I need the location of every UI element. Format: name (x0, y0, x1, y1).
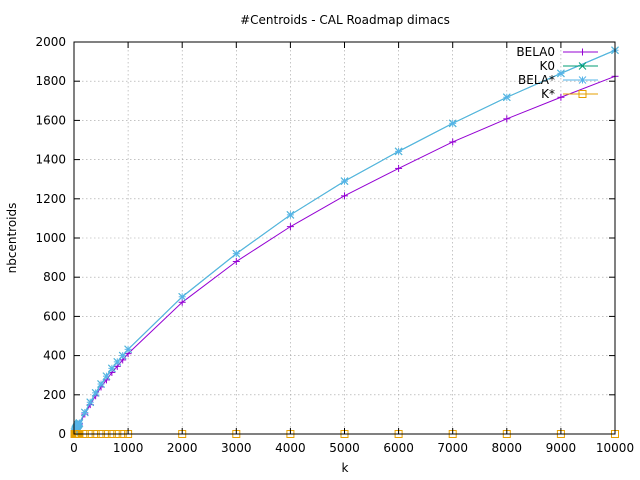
x-tick-label: 5000 (329, 441, 360, 455)
data-point (286, 223, 294, 231)
data-point (124, 345, 132, 354)
data-point (80, 408, 89, 417)
data-point (340, 177, 349, 186)
y-tick-label: 400 (43, 349, 66, 363)
x-tick-label: 7000 (437, 441, 468, 455)
data-point (113, 358, 122, 366)
data-point (86, 398, 95, 407)
y-tick-label: 2000 (35, 35, 66, 49)
data-point (448, 119, 457, 128)
x-tick-label: 3000 (221, 441, 252, 455)
legend-label: K0 (539, 59, 555, 73)
data-point (578, 62, 587, 70)
y-tick-label: 1600 (35, 113, 66, 127)
data-point (102, 372, 111, 381)
data-point (91, 388, 100, 397)
x-tick-label: 1000 (113, 441, 144, 455)
x-tick-label: 6000 (383, 441, 414, 455)
legend-entry: BELA0 (516, 45, 598, 59)
y-tick-label: 800 (43, 270, 66, 284)
data-point (108, 364, 116, 373)
data-point (557, 69, 565, 78)
y-tick-label: 0 (58, 427, 66, 441)
data-point (75, 419, 84, 427)
legend-label: K* (541, 87, 555, 101)
data-point (232, 258, 240, 266)
grid (74, 42, 615, 434)
series-2 (70, 46, 619, 436)
legend-entry: K0 (539, 59, 598, 73)
data-point (97, 380, 105, 388)
data-point (578, 76, 587, 84)
data-point (341, 192, 348, 200)
x-tick-label: 9000 (546, 441, 577, 455)
legend-label: BELA* (518, 73, 555, 87)
data-point (503, 115, 511, 123)
x-tick-label: 2000 (167, 441, 198, 455)
y-axis-label: nbcentroids (5, 203, 19, 274)
x-axis-label: k (342, 461, 349, 475)
data-point (232, 249, 241, 258)
y-tick-label: 1400 (35, 153, 66, 167)
y-tick-label: 600 (43, 309, 66, 323)
data-point (578, 90, 587, 98)
legend-entry: BELA* (518, 73, 598, 87)
legend-entry: K* (541, 87, 598, 101)
data-point (286, 211, 295, 219)
axes: 0 1000 2000 3000 4000 5000 6000 7000 8000 9000 100… (35, 35, 634, 455)
y-tick-label: 200 (43, 388, 66, 402)
data-point (178, 292, 187, 301)
y-tick-label: 1000 (35, 231, 66, 245)
x-tick-label: 10000 (596, 441, 634, 455)
data-point (557, 93, 565, 101)
data-point (579, 48, 586, 56)
data-point (395, 164, 403, 172)
x-tick-label: 4000 (275, 441, 306, 455)
y-tick-label: 1800 (35, 74, 66, 88)
series-3 (70, 46, 619, 436)
data-point (118, 351, 127, 360)
x-tick-label: 0 (70, 441, 78, 455)
data-point (449, 138, 457, 146)
y-tick-label: 1200 (35, 192, 66, 206)
data-point (502, 93, 511, 102)
data-point (394, 147, 403, 156)
legend-label: BELA0 (516, 45, 555, 59)
x-tick-label: 8000 (492, 441, 523, 455)
chart-title: #Centroids - CAL Roadmap dimacs (240, 13, 450, 27)
